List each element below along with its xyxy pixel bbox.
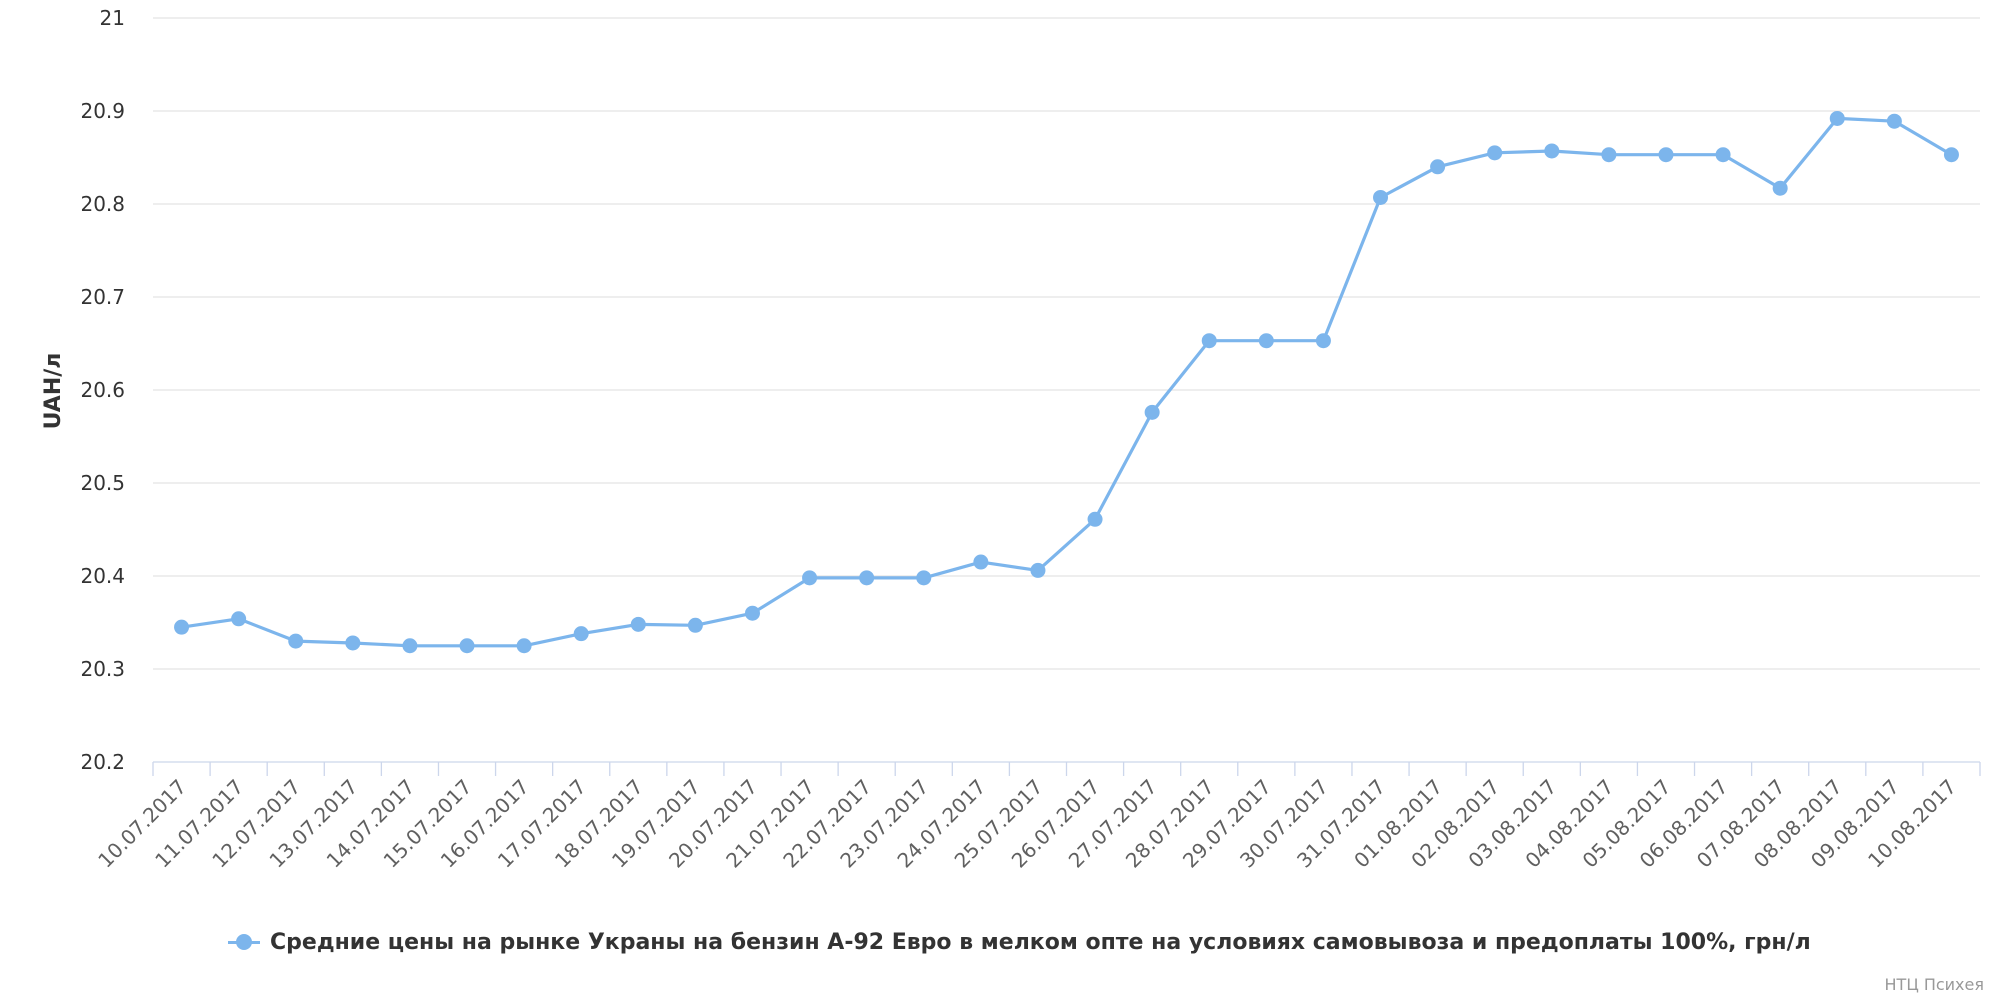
data-point[interactable]	[1201, 333, 1217, 349]
y-tick-label: 20.9	[80, 99, 125, 123]
data-point[interactable]	[687, 617, 703, 633]
data-point[interactable]	[1087, 511, 1103, 527]
data-point[interactable]	[1030, 562, 1046, 578]
data-point[interactable]	[1715, 147, 1731, 163]
y-tick-label: 20.3	[80, 657, 125, 681]
data-point[interactable]	[1658, 147, 1674, 163]
data-point[interactable]	[231, 611, 247, 627]
data-point[interactable]	[744, 605, 760, 621]
data-point[interactable]	[859, 570, 875, 586]
y-tick-label: 20.5	[80, 471, 125, 495]
data-point[interactable]	[1315, 333, 1331, 349]
data-point[interactable]	[1544, 143, 1560, 159]
legend[interactable]: Средние цены на рынке Украны на бензин А…	[228, 925, 1811, 959]
y-tick-label: 20.7	[80, 285, 125, 309]
data-point[interactable]	[516, 638, 532, 654]
y-tick-label: 20.4	[80, 564, 125, 588]
y-tick-label: 20.2	[80, 750, 125, 774]
data-point[interactable]	[1829, 110, 1845, 126]
data-point[interactable]	[802, 570, 818, 586]
gridlines	[153, 17, 1980, 670]
y-axis-label: UAH/л	[41, 353, 66, 430]
data-point[interactable]	[1430, 159, 1446, 175]
data-point[interactable]	[630, 616, 646, 632]
legend-marker-icon	[228, 932, 260, 952]
data-point[interactable]	[288, 633, 304, 649]
x-axis: 10.07.201711.07.201712.07.201713.07.2017…	[93, 761, 1981, 873]
data-point[interactable]	[1144, 404, 1160, 420]
data-point[interactable]	[573, 626, 589, 642]
data-point[interactable]	[1258, 333, 1274, 349]
data-point[interactable]	[1601, 147, 1617, 163]
credits-text[interactable]: НТЦ Психея	[1884, 975, 1984, 994]
y-tick-label: 20.8	[80, 192, 125, 216]
data-point[interactable]	[459, 638, 475, 654]
legend-label[interactable]: Средние цены на рынке Украны на бензин А…	[270, 929, 1811, 955]
y-tick-label: 21	[100, 6, 125, 30]
data-point[interactable]	[1373, 189, 1389, 205]
data-point[interactable]	[1772, 180, 1788, 196]
data-point[interactable]	[1886, 113, 1902, 129]
y-tick-label: 20.6	[80, 378, 125, 402]
data-point[interactable]	[402, 638, 418, 654]
data-point[interactable]	[916, 570, 932, 586]
data-point[interactable]	[1487, 145, 1503, 161]
series-line[interactable]	[181, 116, 1953, 648]
y-axis-ticks: 20.2 20.3 20.4 20.5 20.6 20.7 20.8 20.9 21	[80, 6, 125, 774]
data-point[interactable]	[174, 619, 190, 635]
data-point[interactable]	[1943, 147, 1959, 163]
series-layer	[174, 110, 1959, 654]
data-point[interactable]	[973, 554, 989, 570]
data-point[interactable]	[345, 635, 361, 651]
